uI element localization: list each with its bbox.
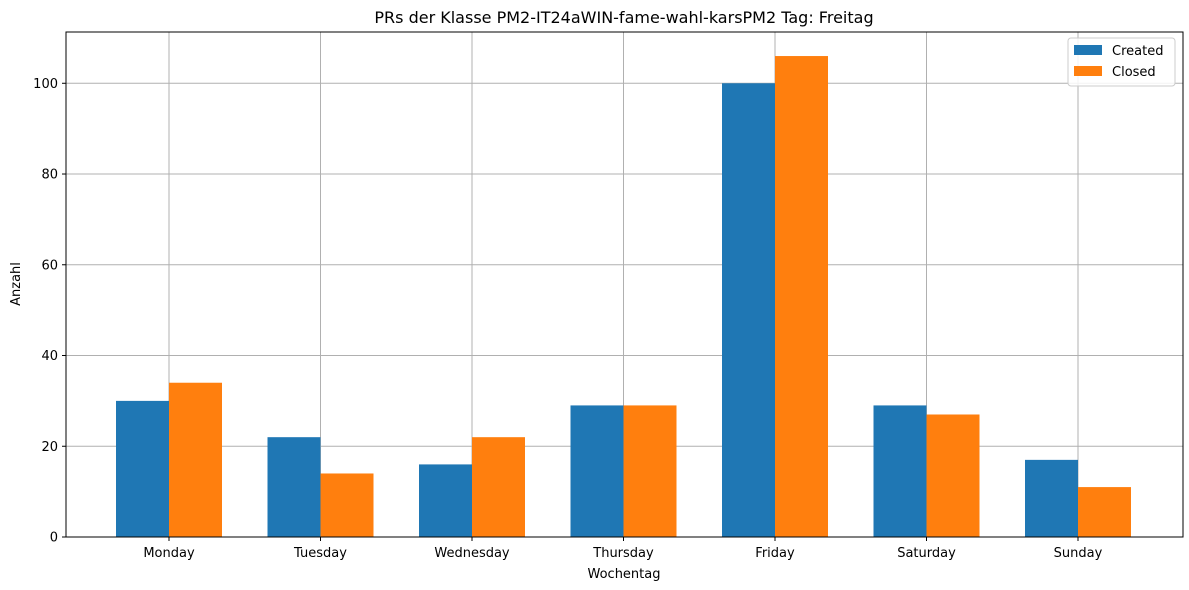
bar-created-monday: [116, 400, 169, 537]
bars: [116, 56, 1131, 538]
y-tick-label: 20: [41, 440, 58, 455]
x-tick-label: Saturday: [897, 546, 956, 561]
bar-closed-thursday: [623, 405, 677, 537]
bar-created-wednesday: [419, 464, 472, 537]
x-axis-label: Wochentag: [588, 567, 661, 582]
plot-frame: [65, 31, 1184, 538]
bar-closed-sunday: [1078, 487, 1131, 537]
y-tick-label: 80: [41, 168, 58, 183]
bar-created-thursday: [570, 405, 624, 537]
chart-title: PRs der Klasse PM2-IT24aWIN-fame-wahl-ka…: [374, 8, 873, 27]
legend-label-created: Created: [1112, 44, 1163, 59]
y-tick-label: 100: [33, 77, 58, 92]
y-tick-label: 40: [41, 349, 58, 364]
legend-label-closed: Closed: [1112, 65, 1156, 80]
y-axis-label: Anzahl: [9, 262, 24, 306]
y-axis: 0 20 40 60 80 100: [33, 77, 66, 546]
bar-closed-tuesday: [320, 473, 374, 537]
x-tick-label: Tuesday: [293, 546, 347, 561]
x-tick-label: Friday: [755, 546, 795, 561]
x-axis: Monday Tuesday Wednesday Thursday Friday Satu…: [143, 537, 1103, 561]
bar-closed-saturday: [926, 414, 980, 537]
bar-closed-wednesday: [472, 437, 525, 537]
x-tick-label: Monday: [143, 546, 195, 561]
bar-created-friday: [722, 83, 775, 538]
legend-swatch-created: [1074, 45, 1102, 55]
bar-closed-friday: [775, 56, 828, 538]
y-tick-label: 60: [41, 258, 58, 273]
legend: Created Closed: [1067, 37, 1176, 87]
bar-created-tuesday: [267, 437, 321, 537]
bar-created-saturday: [873, 405, 927, 537]
x-tick-label: Sunday: [1054, 546, 1103, 561]
bar-closed-monday: [169, 382, 222, 537]
bar-created-sunday: [1025, 459, 1078, 537]
x-tick-label: Thursday: [592, 546, 654, 561]
y-tick-label: 0: [50, 531, 58, 546]
legend-swatch-closed: [1074, 66, 1102, 76]
x-tick-label: Wednesday: [434, 546, 510, 561]
